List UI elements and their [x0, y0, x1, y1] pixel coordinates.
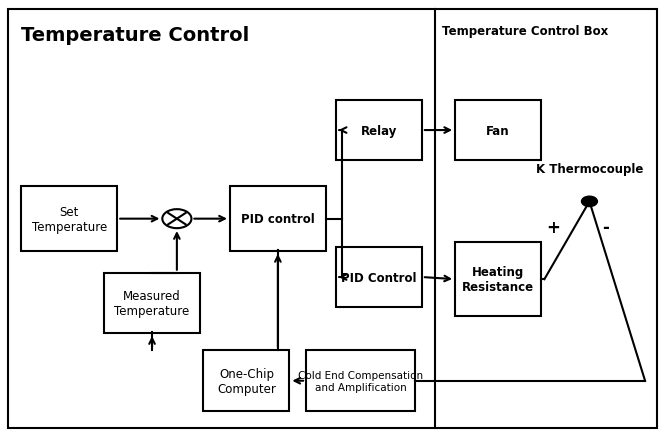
Bar [104, 273, 200, 333]
Bar [455, 101, 541, 161]
Bar [306, 351, 415, 411]
Bar [336, 101, 422, 161]
Bar [21, 187, 117, 251]
Circle shape [581, 197, 597, 207]
Text: Cold End Compensation
and Amplification: Cold End Compensation and Amplification [298, 370, 423, 391]
Bar [336, 247, 422, 308]
Circle shape [162, 210, 192, 229]
Text: Set
Temperature: Set Temperature [32, 205, 107, 233]
Text: K Thermocouple: K Thermocouple [536, 163, 643, 176]
Text: Relay: Relay [360, 124, 397, 137]
Text: One-Chip
Computer: One-Chip Computer [217, 367, 276, 395]
Text: Measured
Temperature: Measured Temperature [114, 289, 190, 317]
Text: +: + [546, 219, 560, 237]
Bar [230, 187, 326, 251]
Text: Fan: Fan [486, 124, 510, 137]
Text: PID control: PID control [241, 213, 315, 226]
Bar [455, 243, 541, 316]
Text: -: - [602, 219, 609, 237]
Text: Heating
Resistance: Heating Resistance [462, 266, 534, 293]
Bar [203, 351, 289, 411]
Text: PID Control: PID Control [341, 271, 416, 284]
Text: Temperature Control: Temperature Control [21, 26, 249, 46]
Text: Temperature Control Box: Temperature Control Box [442, 25, 608, 38]
